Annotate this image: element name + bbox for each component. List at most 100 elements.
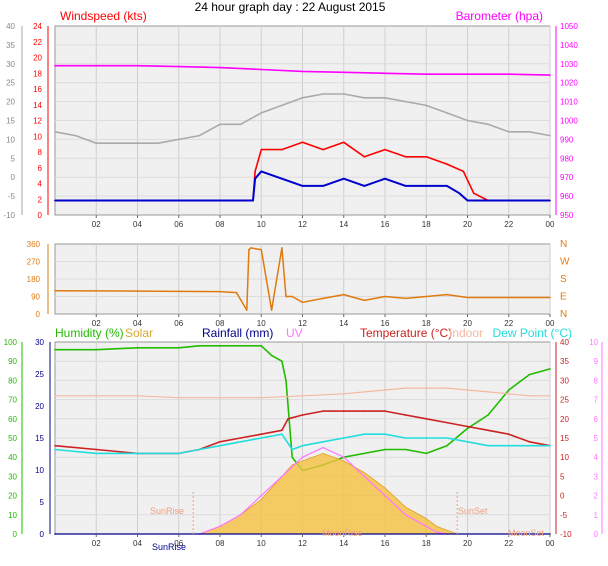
barometer-line-point: [54, 64, 56, 67]
uv-line: [199, 447, 448, 535]
y-tick-label: 15: [560, 434, 569, 443]
y-tick-label: 6: [594, 415, 599, 424]
y-tick-label: 15: [6, 117, 15, 126]
y-tick-label: 30: [35, 338, 44, 347]
windavg-line-point: [281, 177, 283, 180]
x-tick-label: 22: [504, 319, 513, 328]
uv-line-point: [322, 446, 324, 449]
temperature-line-point: [219, 441, 221, 443]
winddir-line-point: [281, 247, 283, 249]
x-tick-label: 16: [381, 319, 390, 328]
windavg-line-point: [446, 185, 448, 187]
windspeed-line-point: [425, 156, 428, 158]
x-tick-label: 12: [298, 220, 307, 229]
y-tick-label: 1040: [560, 41, 578, 50]
y-tick-label: 20: [33, 54, 42, 63]
uv-line-point: [425, 525, 428, 528]
windspeed-line-point: [343, 141, 345, 144]
uv-line-point: [343, 456, 345, 459]
y-tick-label: 0: [11, 173, 16, 182]
indoor-line-point: [508, 393, 510, 395]
dewpoint-legend: Dew Point (°C): [493, 326, 572, 340]
dewpoint-line-point: [95, 452, 98, 455]
windavg-line-point: [301, 185, 304, 187]
indoor-line-point: [384, 389, 386, 391]
winddir-line-point: [322, 297, 324, 300]
x-tick-label: 18: [422, 319, 431, 328]
x-tick-label: 20: [463, 539, 472, 548]
y-tick-label: 0: [40, 530, 45, 539]
y-tick-label: 1000: [560, 117, 578, 126]
dewpoint-line-point: [425, 437, 428, 439]
humidity-line-point: [270, 354, 273, 357]
y-tick-label: 960: [560, 192, 574, 201]
y-tick-label: 30: [8, 472, 17, 481]
windavg-line-point: [458, 192, 461, 194]
windavg-line-point: [404, 185, 407, 187]
y-tick-label: 35: [560, 357, 569, 366]
indoor-line-point: [425, 387, 428, 389]
temperature_outdoor-line: [54, 93, 551, 144]
y-tick-label: 25: [560, 396, 569, 405]
y-tick-label: 360: [27, 240, 41, 249]
temperature_outdoor-line-point: [198, 134, 201, 137]
dewpoint-line-point: [301, 444, 304, 447]
y-tick-label: 20: [6, 98, 15, 107]
y-tick-label: 30: [6, 60, 15, 69]
y-tick-label: 2: [38, 195, 43, 204]
humidity-line-point: [549, 368, 551, 370]
temperature_outdoor-line-point: [363, 97, 366, 99]
winddir-line-point: [136, 290, 139, 292]
winddir-line-point: [446, 293, 448, 296]
y-tick-label: 40: [8, 453, 17, 462]
y-tick-label: 10: [589, 338, 598, 347]
uv-line-point: [219, 525, 221, 528]
barometer-line-point: [178, 65, 180, 68]
dewpoint-line-point: [487, 444, 489, 447]
y-tick-label: -10: [3, 211, 15, 220]
dewpoint-line-point: [446, 437, 448, 439]
temperature-line-point: [384, 410, 386, 412]
x-tick-label: 10: [257, 220, 266, 229]
x-tick-label: 14: [339, 220, 348, 229]
x-tick-label: 00: [546, 319, 555, 328]
barometer-title: Barometer (hpa): [456, 9, 543, 23]
temperature_outdoor-line-point: [281, 104, 283, 107]
x-tick-label: 16: [381, 220, 390, 229]
dewpoint-line-point: [466, 441, 469, 443]
humidity-line-point: [363, 452, 366, 455]
temperature-line-point: [487, 429, 489, 432]
winddir-line-point: [363, 299, 366, 302]
temperature_outdoor-line-point: [260, 112, 263, 114]
y-tick-label: 8: [594, 376, 599, 385]
y-tick-label: 10: [8, 511, 17, 520]
temperature_outdoor-line-point: [425, 104, 428, 107]
x-tick-label: 06: [174, 319, 183, 328]
uv-line-point: [363, 475, 366, 478]
y-tick-label: 5: [40, 498, 45, 507]
windspeed-line-point: [472, 192, 475, 194]
winddir-line-point: [285, 295, 287, 298]
winddir-line-point: [425, 295, 428, 298]
winddir-line-point: [248, 249, 250, 251]
humidity-line-point: [54, 348, 56, 351]
indoor-line-point: [301, 395, 304, 397]
temperature_outdoor-line-point: [54, 131, 56, 133]
x-tick-label: 16: [381, 539, 390, 548]
humidity-line-point: [487, 414, 489, 416]
barometer-line-point: [136, 64, 139, 67]
winddir-line-point: [260, 249, 263, 251]
y-tick-label: 10: [35, 466, 44, 475]
y-tick-label: 0: [38, 211, 43, 220]
x-tick-label: 02: [92, 220, 101, 229]
dewpoint-line-point: [281, 433, 283, 436]
uv-line-point: [384, 494, 386, 497]
indoor-line-point: [219, 396, 221, 399]
y-tick-label: -10: [560, 530, 572, 539]
y-tick-label: 1030: [560, 60, 578, 69]
dewpoint-line-point: [239, 441, 242, 443]
windavg-line-point: [252, 199, 254, 202]
winddir-line-point: [508, 296, 510, 299]
windspeed-line-point: [260, 148, 263, 151]
